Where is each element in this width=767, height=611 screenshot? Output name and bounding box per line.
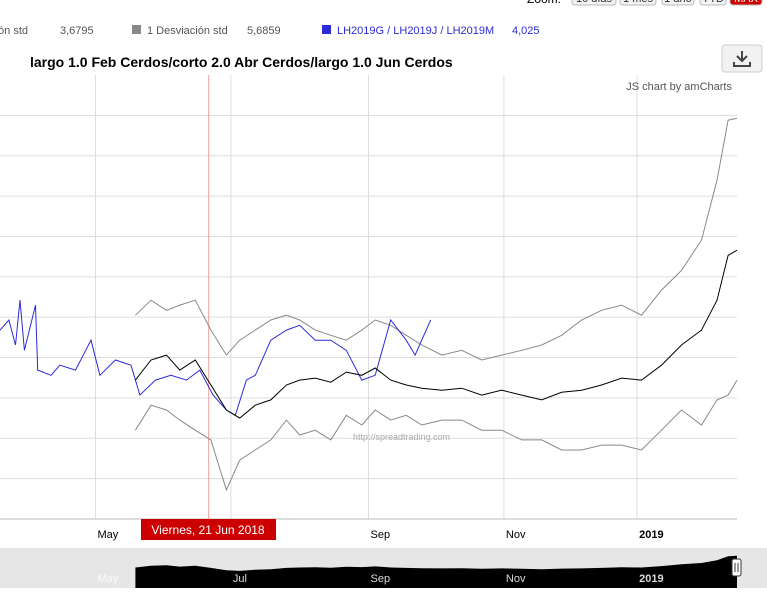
navigator-tick-label: Jul (233, 573, 247, 585)
zoom-button[interactable] (661, 0, 695, 6)
watermark: http://spreadtrading.com (353, 432, 450, 442)
zoom-button[interactable] (729, 0, 763, 6)
download-icon (733, 51, 751, 67)
grid (0, 75, 737, 520)
legend-value: 3,6795 (60, 25, 94, 37)
zoom-button[interactable] (699, 0, 727, 6)
zoom-button[interactable] (571, 0, 617, 6)
chart-title: largo 1.0 Feb Cerdos/corto 2.0 Abr Cerdo… (30, 54, 453, 70)
navigator-handle-grip (734, 563, 739, 572)
legend-value: 4,025 (512, 25, 540, 37)
series-line (0, 300, 432, 417)
zoom-label: Zoom: (527, 0, 561, 6)
zoom-button-label[interactable]: MAX (734, 0, 759, 5)
x-tick-label: Sep (371, 529, 391, 541)
cursor-label: Viernes, 21 Jun 2018 (151, 523, 265, 537)
series-line (134, 379, 738, 492)
navigator-tick-label: 2019 (639, 573, 663, 585)
navigator-area (135, 555, 737, 588)
navigator-tick-label: Nov (506, 573, 526, 585)
navigator-tick-label: May (97, 573, 118, 585)
navigator-handle[interactable] (731, 558, 742, 577)
legend-value: 5,6859 (247, 25, 281, 37)
legend-label: ación std (0, 25, 28, 37)
series-line (135, 249, 738, 419)
legend-label: LH2019G / LH2019J / LH2019M (337, 25, 494, 37)
zoom-button-label[interactable]: 1 año (664, 0, 692, 5)
zoom-button[interactable] (619, 0, 657, 6)
x-tick-label: 2019 (639, 529, 663, 541)
x-tick-label: Nov (506, 529, 526, 541)
legend-swatch (322, 25, 331, 34)
credit: JS chart by amCharts (626, 81, 732, 93)
legend-swatch (132, 25, 141, 34)
x-tick-label: May (97, 529, 118, 541)
navigator-tick-label: Sep (371, 573, 391, 585)
zoom-button-label[interactable]: 10 días (576, 0, 613, 5)
zoom-button-label[interactable]: YTD (702, 0, 724, 5)
download-button[interactable] (721, 44, 763, 73)
cursor-balloon (141, 519, 276, 540)
legend-label: 1 Desviación std (147, 25, 228, 37)
series-line (135, 117, 738, 361)
zoom-button-label[interactable]: 1 mes (623, 0, 653, 5)
